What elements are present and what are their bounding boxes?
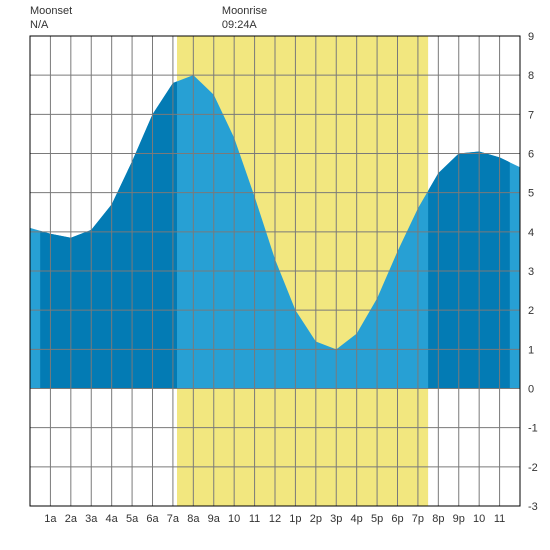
y-tick-label: -1 <box>528 423 538 435</box>
y-tick-label: 2 <box>528 305 534 317</box>
x-tick-label: 5a <box>126 513 139 525</box>
y-tick-label: -3 <box>528 501 538 513</box>
y-tick-label: -2 <box>528 462 538 474</box>
x-tick-label: 12 <box>269 513 281 525</box>
x-tick-label: 7p <box>412 513 424 525</box>
y-tick-label: 7 <box>528 109 534 121</box>
moonrise-title: Moonrise <box>222 5 267 17</box>
moonrise-value: 09:24A <box>222 19 258 31</box>
x-tick-label: 2p <box>310 513 322 525</box>
x-tick-label: 8p <box>432 513 444 525</box>
chart-svg: -3-2-101234567891a2a3a4a5a6a7a8a9a101112… <box>0 0 550 550</box>
x-tick-label: 3a <box>85 513 98 525</box>
x-tick-label: 10 <box>473 513 485 525</box>
x-tick-label: 9a <box>208 513 221 525</box>
x-tick-label: 4p <box>351 513 363 525</box>
y-tick-label: 8 <box>528 70 534 82</box>
x-tick-label: 5p <box>371 513 383 525</box>
x-tick-label: 11 <box>494 513 505 525</box>
x-tick-label: 8a <box>187 513 200 525</box>
moonset-value: N/A <box>30 19 49 31</box>
y-tick-label: 0 <box>528 384 534 396</box>
x-tick-label: 3p <box>330 513 342 525</box>
x-tick-label: 2a <box>65 513 78 525</box>
x-tick-label: 1a <box>44 513 57 525</box>
x-tick-label: 7a <box>167 513 180 525</box>
x-tick-label: 10 <box>228 513 240 525</box>
x-tick-label: 9p <box>453 513 465 525</box>
y-tick-label: 4 <box>528 227 534 239</box>
tide-chart: -3-2-101234567891a2a3a4a5a6a7a8a9a101112… <box>0 0 550 550</box>
y-tick-label: 3 <box>528 266 534 278</box>
moonset-title: Moonset <box>30 5 72 17</box>
x-tick-label: 6p <box>391 513 403 525</box>
x-tick-label: 6a <box>146 513 159 525</box>
y-tick-label: 5 <box>528 188 534 200</box>
y-tick-label: 1 <box>528 344 534 356</box>
x-tick-label: 1p <box>289 513 301 525</box>
x-tick-label: 11 <box>249 513 260 525</box>
x-tick-label: 4a <box>106 513 119 525</box>
y-tick-label: 9 <box>528 31 534 43</box>
y-tick-label: 6 <box>528 149 534 161</box>
